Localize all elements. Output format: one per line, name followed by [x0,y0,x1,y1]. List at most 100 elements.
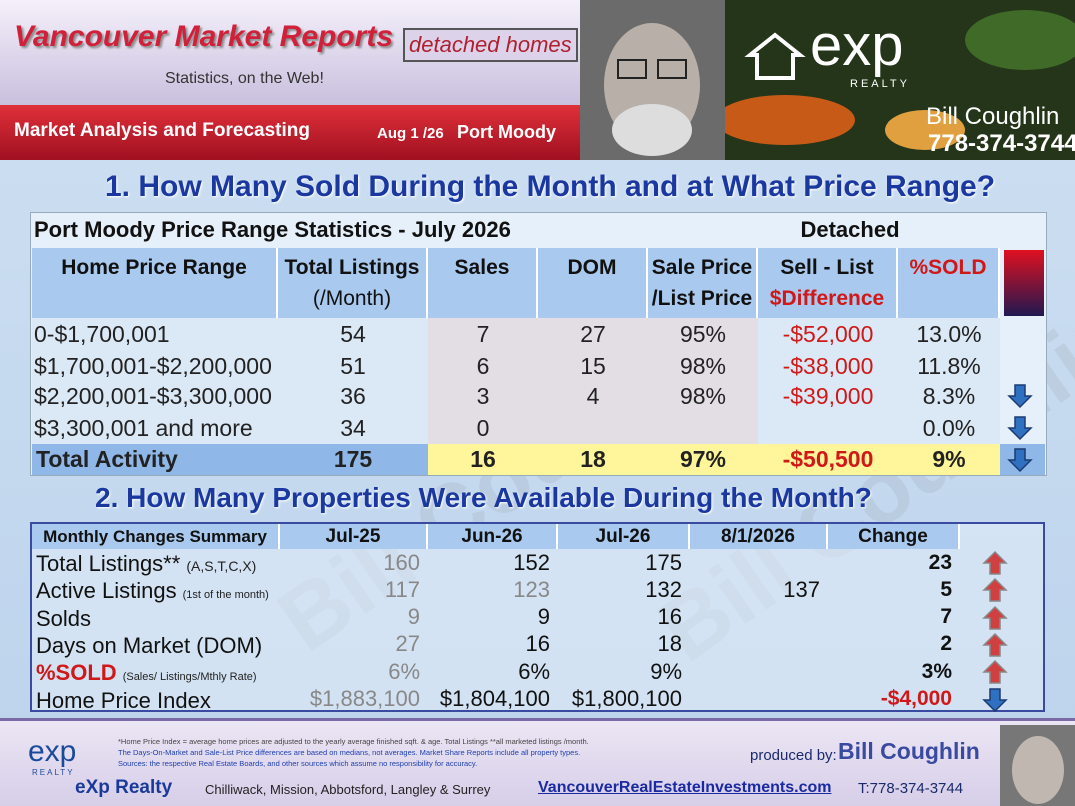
column-header: Jul-26 [558,524,690,549]
header-text: DOM [567,256,617,279]
table-title: Port Moody Price Range Statistics - July… [34,217,511,242]
table-cell: 7 [428,318,538,350]
table-cell: 16 [525,631,550,657]
agent-photo [580,0,725,160]
row-label-text: Home Price Index [36,687,211,713]
arrow-down [1005,447,1035,473]
table-cell: $1,883,100 [309,686,420,711]
footer-note: Sources: the respective Real Estate Boar… [118,759,478,768]
column-header: DOM [538,248,648,318]
table-cell: 27 [538,318,648,350]
arrow-down [1005,415,1035,441]
header-text: Sell - List [780,256,874,279]
subtitle: Statistics, on the Web! [165,70,324,87]
produced-by: produced by: [750,747,837,764]
table-cell: 6% [388,658,420,684]
producer: Bill Coughlin [838,738,980,764]
footer-photo [1000,725,1075,806]
agent-name: Bill Coughlin [926,103,1060,130]
footer-logo-sub: REALTY [32,768,75,777]
footer-note: *Home Price Index = average home prices … [118,737,589,746]
table-cell: -$52,000 [758,318,898,350]
table-cell: $1,700,001-$2,200,000 [32,350,278,382]
table-cell: -$4,000 [880,687,952,710]
footer-phone: T:778-374-3744 [858,780,964,797]
column-header: Jul-25 [280,524,428,549]
table-cell: 18 [657,631,682,657]
row-label-text: Solds [36,605,92,631]
table-cell: 117 [384,576,420,602]
table-cell: 15 [538,350,648,382]
arrow-up [980,659,1010,685]
logo-sub: REALTY [850,78,910,90]
row-label-text: Total Listings** [36,551,181,576]
arrow-down [980,687,1010,713]
table-cell: 13.0% [898,318,1000,350]
table-cell [538,412,648,444]
row-label-text: %SOLD [36,660,117,686]
header-text: /List Price [651,287,753,310]
header-text: Sales [454,256,510,279]
table-cell: 6 [428,350,538,382]
table-cell: 51 [278,350,428,382]
arrow-up [980,550,1010,576]
total-cell: Total Activity [32,444,278,475]
color-bar [1004,250,1044,316]
table-cell: -$39,000 [758,380,898,412]
table-cell: 137 [783,576,820,602]
table-cell: $3,300,001 and more [32,412,278,444]
table-cell: 3% [921,659,952,683]
column-header: Change [828,524,960,549]
column-header: %SOLD [898,248,1000,318]
row-label: Days on Market (DOM) [36,631,280,658]
section-heading: 1. How Many Sold During the Month and at… [105,170,996,203]
table-cell: 8.3% [898,380,1000,412]
total-cell: 97% [648,444,758,475]
arrow-up [980,605,1010,631]
table-cell: 0 [428,412,538,444]
areas: Chilliwack, Mission, Abbotsford, Langley… [205,782,491,797]
table-frame [30,522,1045,712]
table-cell: 160 [383,549,420,575]
header-bg [32,248,1000,318]
table-cell: 98% [648,350,758,382]
table-cell: 132 [645,576,682,602]
table-cell: 27 [395,631,420,657]
table-cell: 11.8% [898,350,1000,382]
table-cell: 23 [928,550,952,574]
arrow-down [1005,383,1035,409]
row-label: Solds [36,604,280,631]
table-cell: 9 [537,604,550,630]
column-header: Sale Price/List Price [648,248,758,318]
table-cell: 34 [278,412,428,444]
header-text: Home Price Range [61,256,247,279]
header-text: %SOLD [909,256,987,279]
row-label: Home Price Index [36,686,280,713]
footer-note: The Days-On-Market and Sale-List Price d… [118,748,581,757]
column-header: Total Listings (/Month) [278,248,428,318]
column-header: Sell - List $Difference [758,248,898,318]
table-cell: 95% [648,318,758,350]
header-text: $Difference [769,287,885,310]
website[interactable]: VancouverRealEstateInvestments.com [538,779,832,796]
table-cell: 2 [940,632,952,656]
koi-photo [725,0,1075,160]
table-cell: 54 [278,318,428,350]
row-note: (A,S,T,C,X) [186,558,257,574]
date: Aug 1 /26 [377,125,444,142]
row-label: %SOLD (Sales/ Listings/Mthly Rate) [36,658,280,685]
column-header: Monthly Changes Summary [32,524,280,549]
badge: detached homes [403,28,578,62]
total-cell: -$50,500 [758,444,898,475]
row-label: Total Listings** (A,S,T,C,X) [36,549,280,576]
table-cell: 36 [278,380,428,412]
tagline: Market Analysis and Forecasting [14,120,311,141]
column-header: Sales [428,248,538,318]
table-cell: 0-$1,700,001 [32,318,278,350]
column-header: Jun-26 [428,524,558,549]
column-header: 8/1/2026 [690,524,828,549]
arrow-up [980,632,1010,658]
header-text: (/Month) [312,287,392,310]
table-cell: $1,804,100 [439,686,550,711]
